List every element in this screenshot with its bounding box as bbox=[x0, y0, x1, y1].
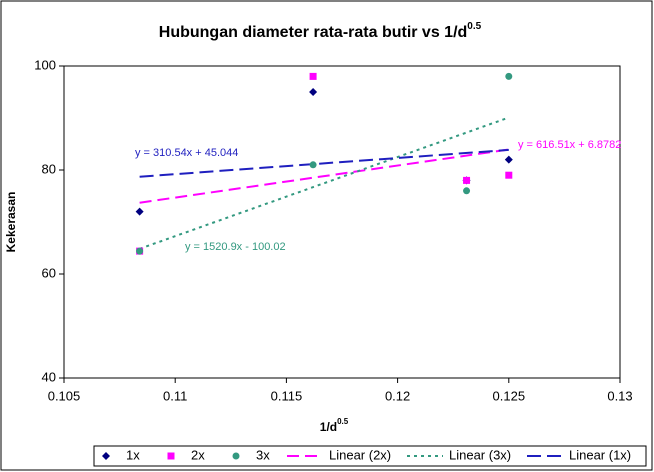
y-tick-label: 40 bbox=[42, 369, 56, 384]
marker bbox=[102, 452, 110, 460]
x-label-main: 1/d bbox=[320, 420, 337, 434]
legend-label: 2x bbox=[191, 447, 205, 462]
chart-title: Hubungan diameter rata-rata butir vs 1/d… bbox=[159, 21, 482, 42]
marker bbox=[309, 72, 317, 80]
marker bbox=[232, 452, 240, 460]
marker bbox=[135, 207, 144, 216]
x-label-sup: 0.5 bbox=[337, 417, 349, 426]
marker bbox=[505, 171, 513, 179]
trendline-equation: y = 1520.9x - 100.02 bbox=[185, 241, 286, 253]
marker bbox=[463, 176, 471, 184]
legend-label: 1x bbox=[126, 447, 140, 462]
trendline bbox=[139, 148, 509, 178]
y-tick-label: 60 bbox=[42, 265, 56, 280]
marker bbox=[136, 247, 144, 255]
marker bbox=[505, 72, 513, 80]
legend-label: Linear (1x) bbox=[569, 447, 631, 462]
legend-label: Linear (3x) bbox=[449, 447, 511, 462]
title-main: Hubungan diameter rata-rata butir vs 1/d bbox=[159, 24, 468, 41]
x-axis-label: 1/d0.5 bbox=[320, 417, 349, 434]
x-tick-label: 0.12 bbox=[385, 388, 410, 403]
marker bbox=[463, 187, 471, 195]
plot-area bbox=[63, 65, 621, 379]
marker bbox=[167, 452, 175, 460]
x-tick-label: 0.13 bbox=[607, 388, 632, 403]
trendline-equation: y = 310.54x + 45.044 bbox=[135, 147, 238, 159]
legend-label: Linear (2x) bbox=[329, 447, 391, 462]
x-tick-label: 0.125 bbox=[493, 388, 526, 403]
x-tick-label: 0.105 bbox=[48, 388, 81, 403]
y-tick-label: 80 bbox=[42, 161, 56, 176]
x-tick-label: 0.11 bbox=[163, 388, 187, 403]
legend-label: 3x bbox=[256, 447, 270, 462]
trendline bbox=[139, 148, 509, 204]
x-tick-label: 0.115 bbox=[271, 388, 303, 403]
trendline-equation: y = 616.51x + 6.8782 bbox=[518, 139, 621, 151]
title-sup: 0.5 bbox=[467, 21, 481, 32]
y-tick-label: 100 bbox=[34, 57, 56, 72]
marker bbox=[309, 88, 318, 96]
marker bbox=[309, 161, 317, 169]
marker bbox=[504, 155, 513, 164]
legend bbox=[93, 445, 647, 467]
trendline bbox=[139, 116, 510, 250]
y-axis-label: Kekerasan bbox=[4, 192, 18, 253]
